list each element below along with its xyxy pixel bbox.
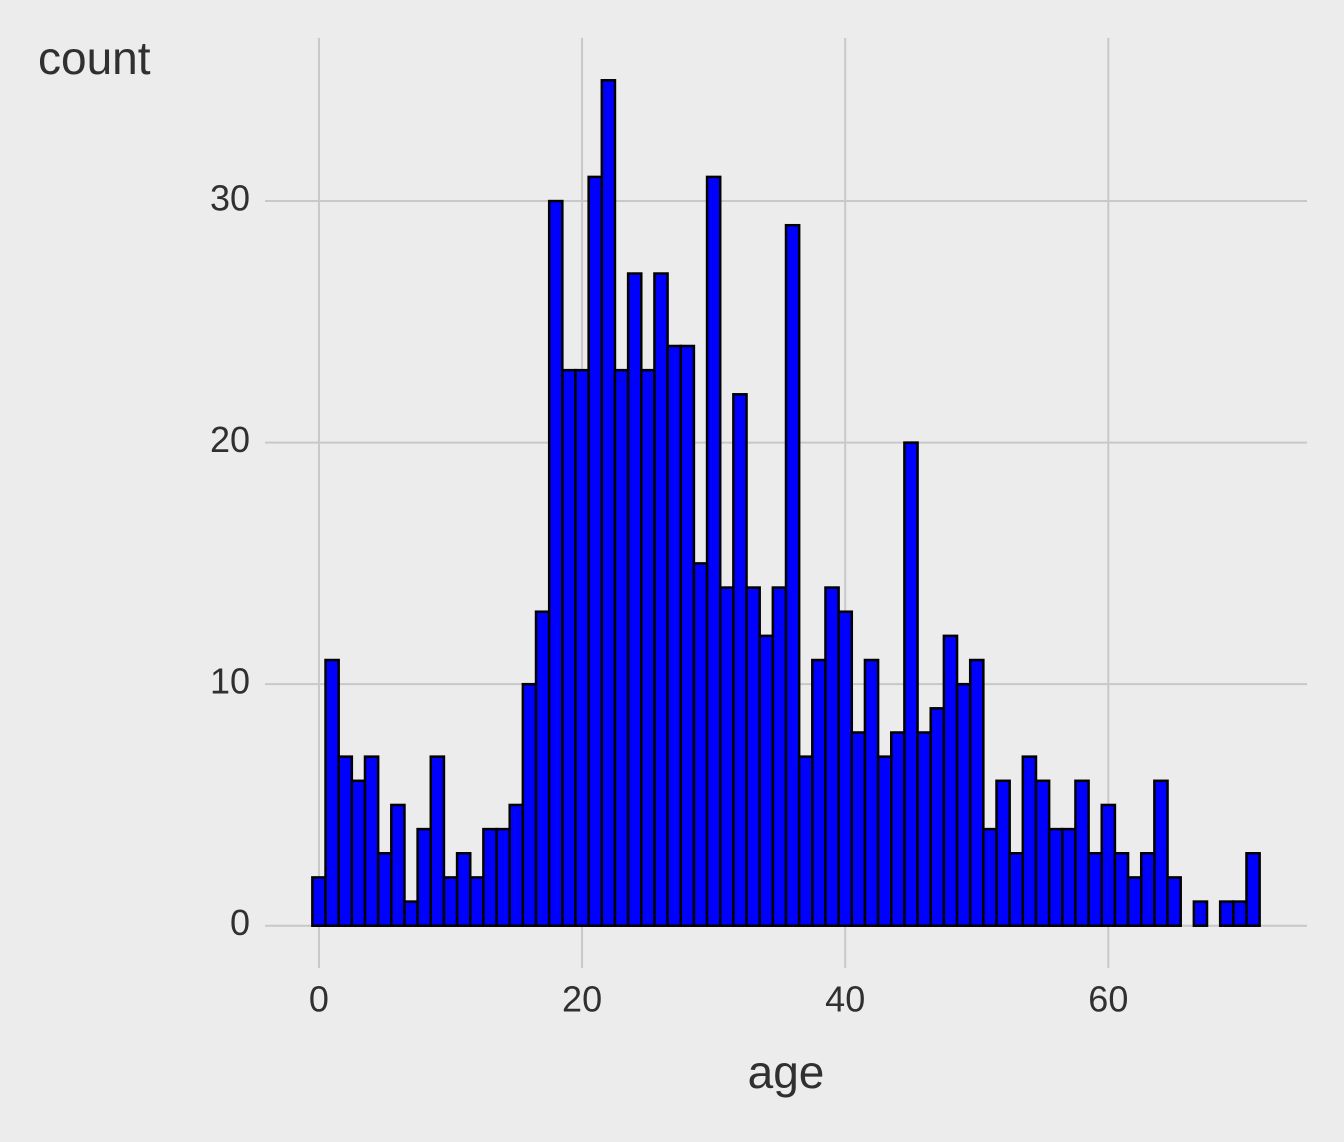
bar <box>1153 779 1169 927</box>
bar <box>837 610 854 927</box>
bar <box>574 368 590 927</box>
bar <box>1126 876 1143 927</box>
bar <box>916 731 932 927</box>
bar <box>495 827 511 927</box>
bar <box>705 175 722 927</box>
bar <box>376 852 393 927</box>
bar <box>718 586 735 927</box>
bar <box>350 779 367 927</box>
bar <box>390 803 406 927</box>
bar <box>876 755 893 927</box>
bar <box>1008 852 1025 927</box>
bar <box>955 682 972 927</box>
bar <box>968 658 985 927</box>
bar <box>1047 827 1064 927</box>
bar <box>903 441 919 927</box>
bar <box>324 658 340 927</box>
x-tick-label: 60 <box>1088 979 1128 1020</box>
bar <box>1139 852 1156 927</box>
bar <box>653 272 669 927</box>
bar <box>1192 900 1209 927</box>
bar <box>784 223 801 927</box>
bar <box>666 344 682 927</box>
bars <box>311 79 1261 927</box>
bar <box>1232 900 1248 927</box>
bar <box>1034 779 1051 927</box>
x-tick-label: 40 <box>825 979 865 1020</box>
y-axis-title: count <box>38 32 151 84</box>
bar <box>824 586 840 927</box>
bar <box>1021 755 1038 927</box>
y-tick-label: 20 <box>210 419 250 460</box>
bar <box>942 634 959 927</box>
x-tick-label: 0 <box>309 979 329 1020</box>
bar <box>547 199 564 927</box>
bar <box>521 682 538 927</box>
bar <box>1245 852 1261 927</box>
y-tick-label: 30 <box>210 178 250 219</box>
bar <box>1218 900 1235 927</box>
bar <box>311 876 327 927</box>
bar <box>561 368 577 927</box>
y-tick-label: 0 <box>230 902 250 943</box>
bar <box>587 175 604 927</box>
bar <box>995 779 1011 927</box>
bar <box>929 707 946 927</box>
bar <box>429 755 446 927</box>
bar <box>442 876 459 927</box>
bar <box>337 755 354 927</box>
bar <box>1074 779 1090 927</box>
bar <box>534 610 551 927</box>
bar <box>1113 852 1130 927</box>
bar <box>1100 803 1117 927</box>
bar <box>732 393 748 927</box>
bar <box>797 755 814 927</box>
bar <box>482 827 498 927</box>
bar <box>1087 852 1104 927</box>
bar <box>416 827 433 927</box>
bar <box>811 658 827 927</box>
bar <box>508 803 525 927</box>
bar <box>982 827 998 927</box>
bar <box>363 755 380 927</box>
bar <box>771 586 788 927</box>
bar <box>403 900 419 927</box>
bar <box>850 731 867 927</box>
bar <box>626 272 643 927</box>
bar <box>863 658 880 927</box>
bar <box>613 368 630 927</box>
bar <box>455 852 472 927</box>
bar <box>745 586 761 927</box>
bar <box>468 876 485 927</box>
x-tick-label: 20 <box>562 979 602 1020</box>
bar <box>1061 827 1077 927</box>
bar <box>640 368 656 927</box>
bar <box>679 344 696 927</box>
bar <box>692 562 709 927</box>
bar <box>1166 876 1182 927</box>
y-tick-label: 10 <box>210 661 250 702</box>
x-axis-title: age <box>748 1046 825 1098</box>
bar <box>890 731 906 927</box>
bar <box>600 79 617 927</box>
bar <box>758 634 775 927</box>
